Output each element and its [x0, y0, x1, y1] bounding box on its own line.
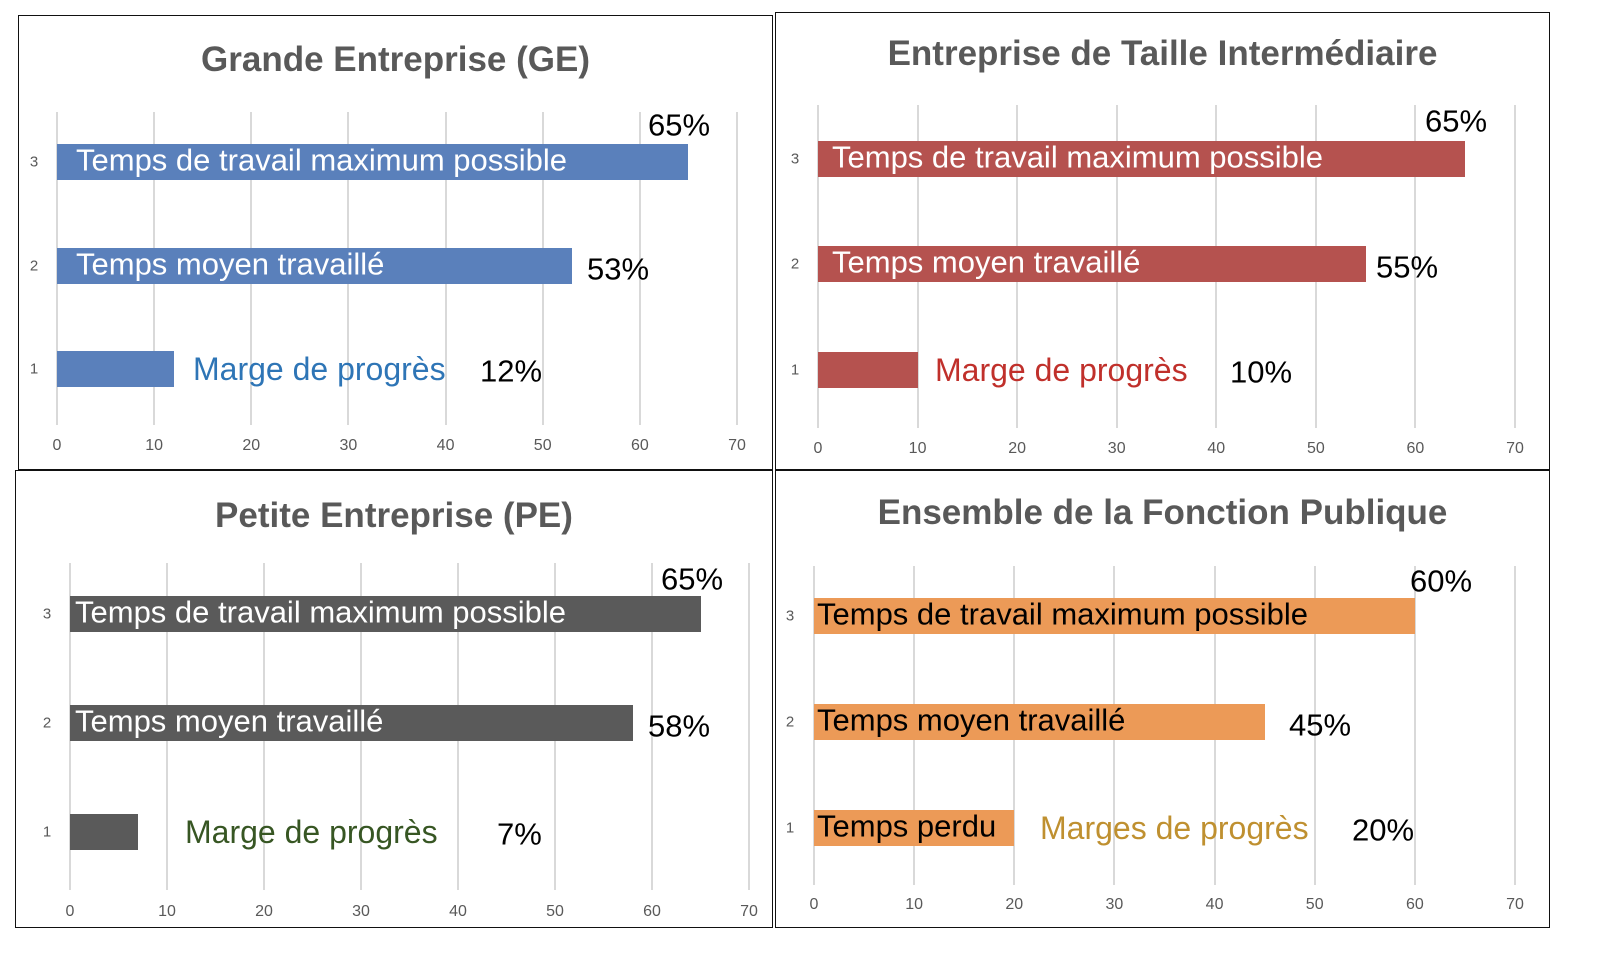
x-tick-label: 0: [52, 437, 62, 454]
bar-label: Temps moyen travaillé: [817, 702, 1126, 738]
bar: [70, 705, 633, 741]
x-tick-label: 60: [1406, 440, 1425, 457]
x-tick-label: 40: [1205, 896, 1224, 913]
x-tick-label: 10: [905, 896, 924, 913]
bar: [70, 596, 701, 632]
bar-label: Temps de travail maximum possible: [76, 142, 568, 178]
bar: [818, 352, 918, 388]
x-tick-label: 50: [1306, 440, 1325, 457]
x-tick-label: 50: [1305, 896, 1324, 913]
chart-panel: [18, 15, 773, 470]
x-tick-label: 20: [1005, 896, 1024, 913]
x-tick-label: 70: [1506, 440, 1524, 457]
bar-label: Temps de travail maximum possible: [817, 596, 1309, 632]
gridline: [638, 112, 641, 425]
value-label: 20%: [1352, 812, 1415, 848]
margin-label: Marge de progrès: [185, 814, 438, 850]
x-tick-label: 40: [449, 903, 467, 920]
margin-label: Marge de progrès: [935, 352, 1188, 388]
x-tick-label: 40: [1207, 440, 1226, 457]
x-tick-label: 10: [158, 903, 176, 920]
margin-label: Marge de progrès: [193, 351, 446, 387]
x-tick-label: 30: [1105, 896, 1124, 913]
value-label: 45%: [1289, 707, 1352, 743]
bar: [57, 351, 174, 387]
x-tick-label: 0: [65, 903, 75, 920]
chart-title: Grande Entreprise (GE): [201, 40, 590, 79]
category-label: 2: [29, 257, 39, 275]
category-label: 1: [29, 360, 39, 378]
bar-label: Temps de travail maximum possible: [75, 594, 567, 630]
bar: [818, 141, 1466, 177]
bar: [70, 814, 138, 850]
bar: [814, 598, 1415, 634]
value-label: 10%: [1230, 354, 1293, 390]
value-label: 55%: [1376, 249, 1439, 285]
category-label: 1: [785, 819, 795, 837]
category-label: 1: [42, 823, 52, 841]
bar: [814, 810, 1015, 846]
x-tick-label: 0: [809, 896, 819, 913]
category-label: 2: [785, 713, 795, 731]
category-label: 3: [29, 153, 39, 171]
chart-panel: [775, 12, 1550, 470]
category-label: 3: [790, 150, 800, 168]
x-tick-label: 60: [643, 903, 661, 920]
x-tick-label: 40: [436, 437, 455, 454]
x-tick-label: 30: [339, 437, 358, 454]
value-label: 60%: [1410, 563, 1473, 599]
x-tick-label: 50: [533, 437, 552, 454]
category-label: 3: [785, 607, 795, 625]
x-tick-label: 70: [728, 437, 746, 454]
x-tick-label: 70: [740, 903, 758, 920]
x-tick-label: 0: [813, 440, 823, 457]
x-tick-label: 10: [145, 437, 164, 454]
x-tick-label: 60: [1405, 896, 1424, 913]
x-tick-label: 20: [1008, 440, 1027, 457]
gridline: [748, 563, 750, 890]
bar-label: Temps moyen travaillé: [75, 703, 384, 739]
bar: [814, 704, 1265, 740]
x-tick-label: 20: [255, 903, 273, 920]
bar-label: Temps moyen travaillé: [76, 246, 385, 282]
value-label: 12%: [480, 353, 543, 389]
bar: [818, 246, 1366, 282]
category-label: 2: [790, 255, 800, 273]
bar-label: Temps de travail maximum possible: [832, 139, 1324, 175]
chart-panel: [775, 470, 1550, 928]
x-tick-label: 60: [630, 437, 649, 454]
value-label: 65%: [1425, 103, 1488, 139]
bar-label: Temps perdu: [817, 808, 997, 844]
x-tick-label: 30: [1107, 440, 1126, 457]
chart-panel: [15, 470, 773, 928]
x-tick-label: 30: [352, 903, 370, 920]
x-tick-label: 70: [1506, 896, 1524, 913]
gridline: [1413, 566, 1416, 885]
bar: [57, 144, 689, 180]
category-label: 3: [42, 605, 52, 623]
gridline: [651, 563, 653, 890]
bar-label: Temps moyen travaillé: [832, 244, 1141, 280]
gridline: [736, 112, 738, 425]
x-tick-label: 20: [242, 437, 261, 454]
x-tick-label: 50: [546, 903, 564, 920]
x-tick-label: 10: [908, 440, 927, 457]
gridline: [1514, 566, 1516, 885]
margin-label: Marges de progrès: [1040, 810, 1309, 846]
category-label: 1: [790, 361, 800, 379]
value-label: 7%: [497, 816, 542, 852]
gridline: [1514, 105, 1516, 428]
chart-title: Ensemble de la Fonction Publique: [877, 493, 1448, 532]
value-label: 65%: [648, 107, 711, 143]
value-label: 58%: [648, 708, 711, 744]
value-label: 53%: [587, 251, 650, 287]
gridline: [1414, 105, 1417, 428]
chart-title: Petite Entreprise (PE): [215, 496, 573, 535]
gridline: [1313, 566, 1316, 885]
bar: [57, 248, 572, 284]
category-label: 2: [42, 714, 52, 732]
chart-title: Entreprise de Taille Intermédiaire: [887, 34, 1438, 73]
value-label: 65%: [661, 561, 724, 597]
